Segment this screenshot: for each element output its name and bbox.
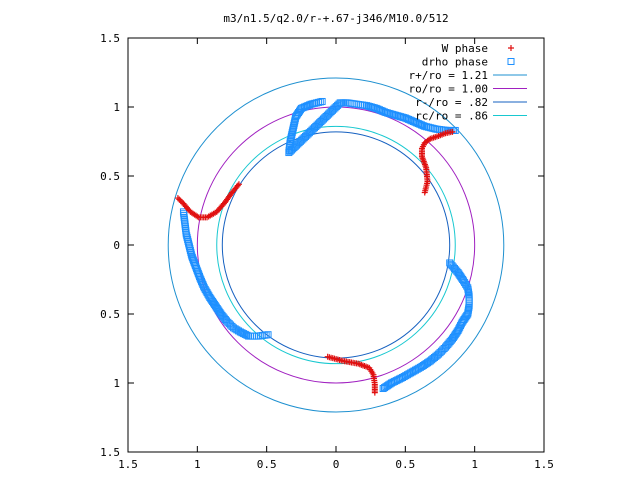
y-tick-label: 1	[113, 101, 120, 114]
data-point	[381, 384, 389, 392]
x-tick-label: 0	[333, 458, 340, 471]
legend-swatch	[507, 58, 515, 65]
y-tick-label: 1	[113, 377, 120, 390]
data-point	[449, 128, 456, 135]
x-tick-label: 1.5	[118, 458, 138, 471]
data-point	[379, 385, 387, 393]
y-tick-label: 0	[113, 239, 120, 252]
data-markers	[174, 97, 473, 396]
axis-ticks: 1.5 1 0.5 0 0.5 1 1.51.510.500.511.5	[100, 32, 554, 471]
data-point	[179, 199, 186, 206]
data-point	[264, 331, 272, 339]
chart-title: m3/n1.5/q2.0/r-+.67-j346/M10.0/512	[223, 12, 448, 25]
x-tick-label: 0.5	[395, 458, 415, 471]
legend-label: drho phase	[422, 56, 488, 69]
x-tick-label: 1	[194, 458, 201, 471]
reference-circle	[216, 125, 456, 365]
reference-circle	[167, 77, 505, 413]
x-tick-label: 1.5	[534, 458, 554, 471]
legend-label: r-/ro = .82	[415, 96, 488, 109]
x-tick-label: 1	[471, 458, 478, 471]
y-tick-label: 0.5	[100, 308, 120, 321]
data-point	[177, 197, 184, 204]
y-tick-label: 1.5	[100, 446, 120, 459]
data-point	[371, 389, 378, 396]
legend-label: W phase	[442, 42, 488, 55]
x-tick-label: 0.5	[257, 458, 277, 471]
data-point	[180, 200, 187, 207]
legend-label: r+/ro = 1.21	[409, 69, 488, 82]
data-point	[176, 196, 183, 203]
legend-label: rc/ro = .86	[415, 110, 488, 123]
reference-circles	[167, 77, 505, 413]
y-tick-label: 1.5	[100, 32, 120, 45]
legend-swatch	[508, 45, 514, 51]
legend-label: ro/ro = 1.00	[409, 83, 488, 96]
data-point	[425, 136, 432, 143]
y-tick-label: 0.5	[100, 170, 120, 183]
data-point	[174, 195, 181, 202]
